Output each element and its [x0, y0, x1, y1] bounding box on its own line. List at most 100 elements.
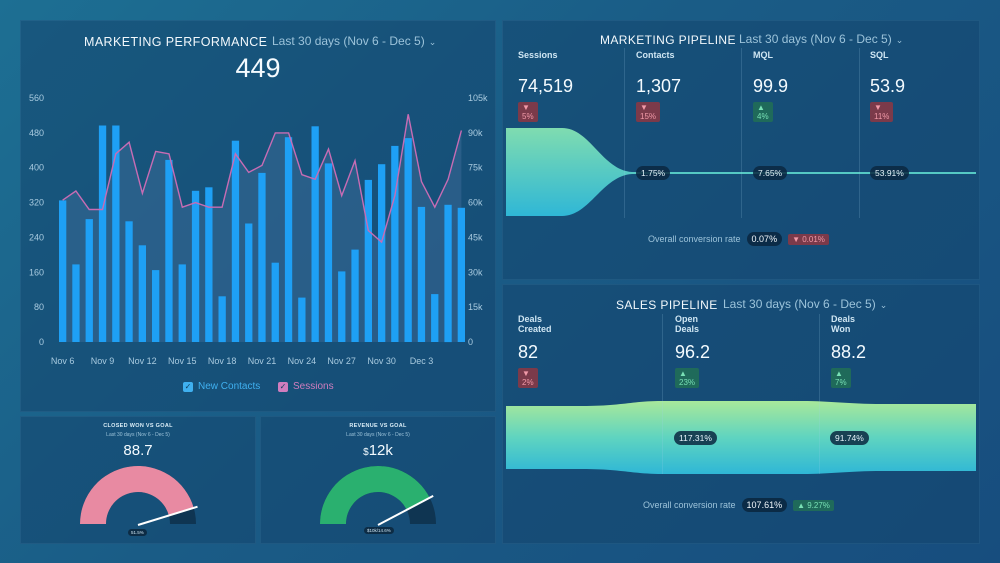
chevron-down-icon: ⌄: [895, 35, 904, 45]
bar-new-contacts: [391, 145, 399, 342]
bar-new-contacts: [457, 207, 465, 342]
marketing-performance-chart: 0 80 160 240 320 400 480 560 0 15k 30k 45k 60k 75k 90k…: [29, 93, 488, 366]
y-axis-tick-right: 90k: [468, 128, 483, 138]
y-axis-tick-right: 60k: [468, 198, 483, 208]
x-axis-tick: Nov 15: [168, 356, 197, 366]
x-axis-tick: Nov 9: [91, 356, 115, 366]
y-axis-tick-right: 15k: [468, 302, 483, 312]
date-range-dropdown[interactable]: Last 30 days (Nov 6 - Dec 5): [346, 432, 410, 438]
stage-label: Open Deals: [675, 314, 700, 334]
conversion-rate-pill: 7.65%: [753, 166, 788, 180]
bar-new-contacts: [59, 200, 67, 342]
stage-value: 53.9: [870, 76, 906, 96]
overall-change-badge: ▲ 9.27%: [793, 499, 834, 511]
bar-new-contacts: [72, 264, 80, 342]
bar-new-contacts: [298, 297, 306, 342]
stage-change-badge: ▲ 23%: [675, 368, 700, 388]
bar-new-contacts: [231, 140, 240, 342]
column-divider: [819, 314, 820, 474]
gauge-needle: [377, 495, 434, 526]
date-range-dropdown[interactable]: Last 30 days (Nov 6 - Dec 5) ⌄: [272, 34, 436, 48]
date-range-dropdown[interactable]: Last 30 days (Nov 6 - Dec 5): [106, 432, 170, 438]
gauge-caption: 51.5%: [128, 529, 147, 536]
overall-conversion-value: 107.61%: [741, 498, 788, 512]
gauge-number: 12k: [368, 442, 393, 459]
bar-new-contacts: [258, 172, 266, 342]
date-range-dropdown[interactable]: Last 30 days (Nov 6 - Dec 5) ⌄: [723, 297, 887, 311]
revenue-widget: REVENUE VS GOAL Last 30 days (Nov 6 - De…: [260, 416, 496, 544]
bar-new-contacts: [351, 249, 359, 342]
y-axis-tick-left: 80: [34, 302, 44, 312]
date-range-dropdown[interactable]: Last 30 days (Nov 6 - Dec 5) ⌄: [739, 32, 903, 46]
stage-label: SQL: [870, 50, 889, 60]
gauge-caption: $10k/14.6%: [364, 527, 394, 534]
bar-new-contacts: [338, 271, 346, 342]
conversion-rate-pill: 1.75%: [636, 166, 671, 180]
bar-new-contacts: [378, 164, 386, 342]
checkbox-icon: ✓: [278, 381, 288, 392]
marketing-performance-widget: MARKETING PERFORMANCE Last 30 days (Nov …: [20, 20, 496, 412]
bar-new-contacts: [271, 262, 279, 342]
bar-new-contacts: [138, 245, 146, 342]
bar-new-contacts: [152, 270, 160, 342]
closed-won-widget: CLOSED WON VS GOAL Last 30 days (Nov 6 -…: [20, 416, 256, 544]
stage-value: 82: [518, 342, 539, 362]
revenue-gauge: [320, 466, 436, 526]
x-axis-tick: Nov 21: [248, 356, 277, 366]
legend-sessions[interactable]: ✓ Sessions: [278, 381, 334, 392]
gauge-fill: [320, 466, 430, 524]
marketing-pipeline-widget: MARKETING PIPELINE Last 30 days (Nov 6 -…: [502, 20, 980, 280]
y-axis-tick-left: 240: [29, 232, 44, 242]
legend-new-contacts[interactable]: ✓ New Contacts: [183, 381, 260, 392]
overall-conversion: Overall conversion rate 0.07% ▼ 0.01%: [648, 232, 829, 246]
chevron-down-icon: ⌄: [428, 37, 437, 47]
y-axis-tick-left: 320: [29, 198, 44, 208]
marketing-funnel: [506, 128, 976, 216]
stage-value: 74,519: [518, 76, 574, 96]
y-axis-tick-right: 75k: [468, 163, 483, 173]
bar-new-contacts: [218, 296, 226, 343]
x-axis-tick: Nov 6: [51, 356, 75, 366]
widget-title: SALES PIPELINE: [616, 298, 718, 312]
y-axis-tick-left: 400: [29, 163, 44, 173]
y-axis-tick-left: 0: [39, 337, 44, 347]
gauge-value: 88.7: [123, 442, 153, 459]
bar-new-contacts: [165, 159, 173, 342]
big-value: 449: [235, 53, 281, 83]
funnel-shape: [506, 128, 976, 216]
stage-label: Deals Created: [518, 314, 552, 334]
sessions-line: [62, 114, 463, 244]
bar-new-contacts: [444, 204, 452, 343]
closed-won-gauge: [80, 466, 198, 526]
overall-change-badge: ▼ 0.01%: [788, 233, 829, 245]
stage-change-badge: ▼ 15%: [636, 102, 661, 122]
bar-new-contacts: [205, 187, 213, 342]
stage-label: Sessions: [518, 50, 558, 60]
stage-label: Contacts: [636, 50, 675, 60]
overall-conversion-label: Overall conversion rate: [648, 234, 741, 244]
y-axis-tick-right: 30k: [468, 267, 483, 277]
bar-new-contacts: [112, 125, 120, 342]
bar-new-contacts: [284, 137, 293, 342]
date-range-label: Last 30 days (Nov 6 - Dec 5): [739, 32, 892, 46]
gauge-needle: [137, 505, 198, 526]
y-axis-tick-right: 0: [468, 337, 473, 347]
widget-title: CLOSED WON VS GOAL: [103, 423, 173, 429]
y-axis-tick-right: 105k: [468, 93, 488, 103]
conversion-rate-pill: 53.91%: [870, 166, 909, 180]
stage-value: 88.2: [831, 342, 867, 362]
y-axis-tick-left: 560: [29, 93, 44, 103]
conversion-rate-pill: 91.74%: [830, 431, 869, 445]
stage-value: 99.9: [753, 76, 789, 96]
x-axis-tick: Nov 24: [288, 356, 317, 366]
bar-new-contacts: [311, 126, 319, 342]
bar-new-contacts: [245, 223, 253, 342]
funnel-shape: [506, 401, 976, 474]
y-axis-tick-right: 45k: [468, 232, 483, 242]
column-divider: [859, 48, 860, 218]
column-divider: [662, 314, 663, 474]
x-axis-tick: Nov 12: [128, 356, 157, 366]
column-divider: [624, 48, 625, 218]
bar-new-contacts: [324, 163, 333, 342]
stage-change-badge: ▼ 11%: [870, 102, 894, 122]
